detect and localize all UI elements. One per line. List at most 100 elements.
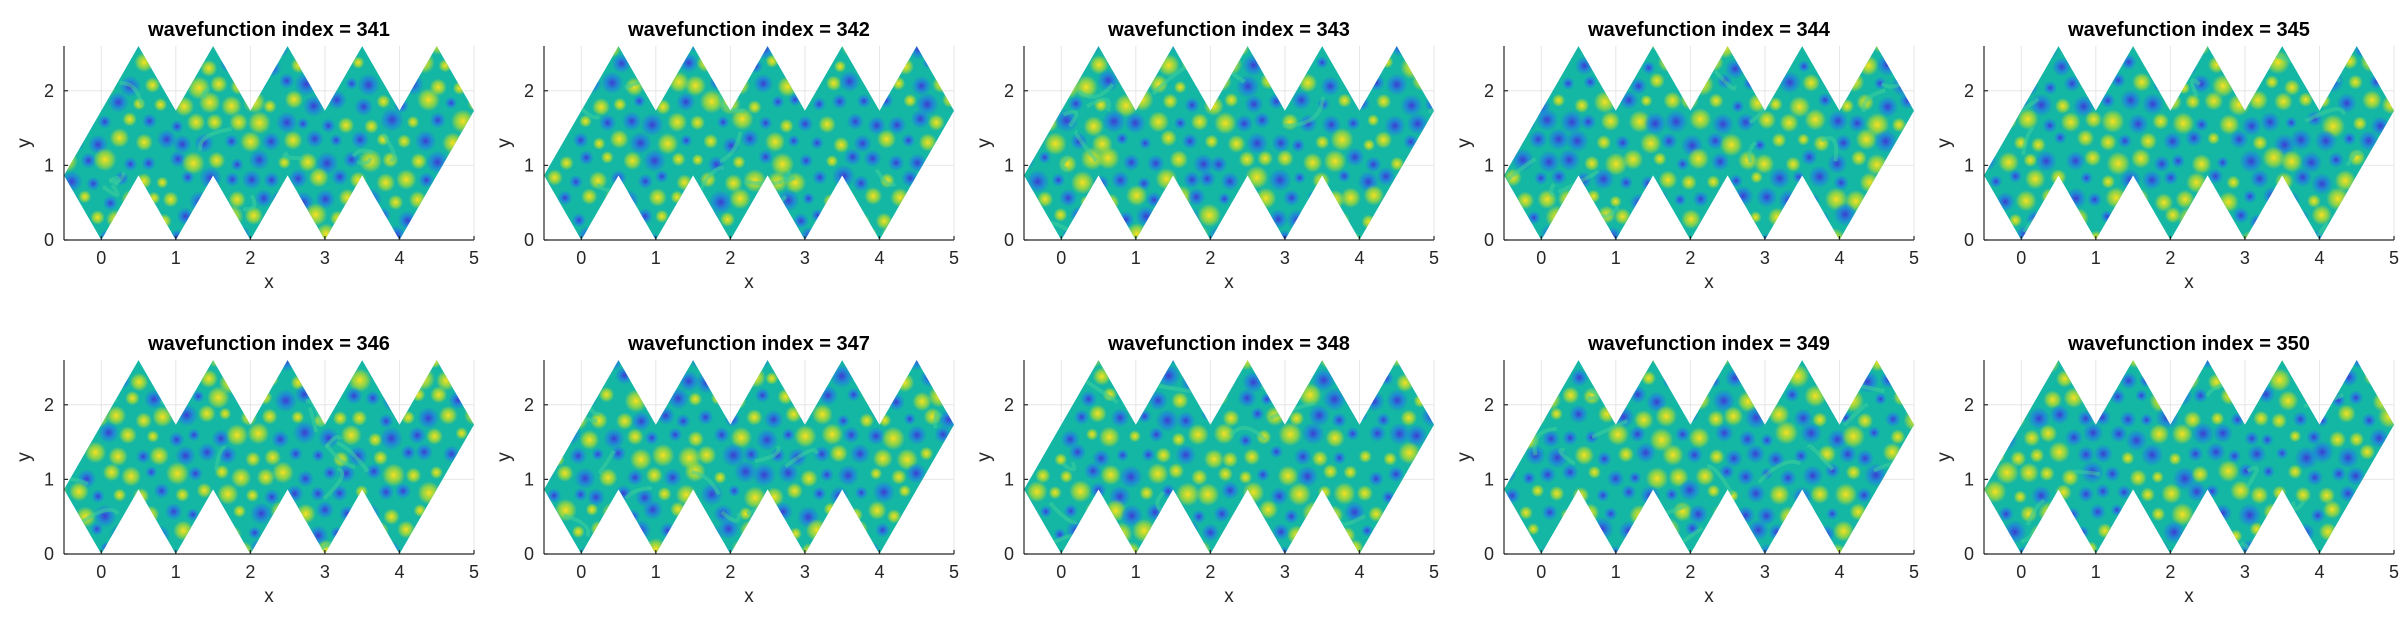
- lobe-positive: [1395, 373, 1415, 392]
- lobe-negative: [1024, 360, 1034, 367]
- lobe-negative: [1268, 209, 1289, 230]
- lobe-positive: [908, 544, 932, 554]
- lobe-positive: [689, 115, 706, 131]
- lobe-negative: [1176, 411, 1196, 431]
- lobe-negative: [2244, 431, 2260, 446]
- lobe-positive: [1963, 564, 1976, 577]
- lobe-positive: [896, 57, 915, 75]
- lobe-negative: [2061, 46, 2076, 55]
- lobe-positive: [1712, 193, 1732, 213]
- lobe-negative: [748, 58, 763, 74]
- lobe-negative: [1629, 193, 1649, 213]
- lobe-positive: [601, 502, 624, 524]
- x-axis-label: x: [744, 272, 754, 293]
- lobe-positive: [1412, 148, 1430, 166]
- lobe-negative: [144, 389, 164, 410]
- lobe-negative: [2325, 226, 2349, 240]
- lobe-positive: [1128, 430, 1141, 443]
- lobe-negative: [1535, 46, 1553, 58]
- lobe-negative: [2310, 440, 2334, 464]
- lobe-positive: [2118, 251, 2130, 263]
- lobe-positive: [739, 520, 761, 541]
- lobe-negative: [642, 499, 663, 520]
- lobe-positive: [1834, 483, 1858, 506]
- lobe-negative: [428, 505, 449, 526]
- lobe-negative: [777, 189, 800, 212]
- lobe-positive: [2393, 360, 2394, 368]
- lobe-positive: [2013, 490, 2027, 504]
- lobe-positive: [730, 426, 752, 449]
- lobe-positive: [1649, 543, 1666, 554]
- lobe-negative: [2362, 413, 2377, 428]
- lobe-positive: [1325, 428, 1345, 448]
- lobe-positive: [78, 79, 97, 97]
- subplot-title: wavefunction index = 344: [1587, 19, 1831, 41]
- lobe-negative: [546, 488, 562, 503]
- subplot-title: wavefunction index = 342: [627, 19, 870, 41]
- lobe-negative: [439, 172, 454, 188]
- x-tick-label: 0: [96, 248, 106, 268]
- lobe-positive: [2024, 168, 2046, 190]
- lobe-positive: [842, 192, 857, 207]
- lobe-negative: [2185, 129, 2203, 147]
- x-tick-label: 5: [469, 562, 479, 582]
- lobe-positive: [2055, 370, 2074, 388]
- lobe-positive: [1504, 173, 1505, 191]
- lobe-positive: [2071, 562, 2087, 578]
- lobe-negative: [1368, 424, 1387, 443]
- lobe-negative: [2265, 541, 2283, 554]
- lobe-negative: [2031, 245, 2052, 266]
- lobe-negative: [1124, 112, 1146, 134]
- lobe-negative: [1024, 210, 1025, 230]
- lobe-negative: [415, 520, 436, 541]
- lobe-positive: [2178, 368, 2201, 390]
- lobe-positive: [1706, 175, 1721, 189]
- lobe-negative: [2110, 504, 2123, 517]
- lobe-positive: [2019, 360, 2039, 369]
- lobe-negative: [1141, 448, 1156, 462]
- x-tick-label: 1: [2091, 562, 2101, 582]
- x-tick-label: 4: [1354, 248, 1364, 268]
- lobe-negative: [311, 449, 325, 462]
- lobe-positive: [1367, 114, 1380, 127]
- lobe-negative: [1984, 467, 1988, 479]
- lobe-negative: [1879, 371, 1898, 389]
- lobe-negative: [1984, 110, 1991, 130]
- lobe-positive: [1527, 523, 1540, 536]
- lobe-positive: [277, 229, 294, 240]
- lobe-negative: [777, 462, 799, 484]
- lobe-positive: [1572, 486, 1590, 504]
- lobe-positive: [1960, 56, 1979, 75]
- lobe-positive: [1191, 469, 1208, 486]
- lobe-negative: [1829, 46, 1843, 55]
- lobe-positive: [1912, 229, 1914, 240]
- lobe-negative: [156, 129, 177, 150]
- lobe-positive: [90, 210, 105, 225]
- lobe-negative: [1768, 523, 1786, 541]
- x-tick-label: 0: [2016, 248, 2026, 268]
- lobe-positive: [413, 52, 435, 74]
- lobe-positive: [623, 151, 642, 171]
- lobe-positive: [1552, 93, 1566, 107]
- lobe-negative: [2247, 444, 2267, 464]
- lobe-positive: [891, 469, 907, 485]
- lobe-negative: [633, 246, 647, 260]
- lobe-positive: [209, 75, 228, 94]
- lobe-negative: [1560, 110, 1584, 134]
- lobe-positive: [1600, 111, 1621, 131]
- lobe-negative: [1509, 133, 1525, 148]
- lobe-positive: [2262, 146, 2286, 170]
- lobe-positive: [1645, 467, 1669, 490]
- lobe-positive: [1812, 370, 1828, 386]
- y-axis-label: y: [974, 452, 995, 462]
- nodal-ridge: [1521, 50, 1566, 78]
- lobe-negative: [849, 540, 863, 554]
- lobe-positive: [2188, 564, 2206, 582]
- lobe-positive: [2043, 390, 2063, 410]
- lobe-positive: [2367, 360, 2385, 370]
- lobe-negative: [1881, 173, 1895, 188]
- lobe-positive: [918, 133, 937, 152]
- lobe-negative: [136, 212, 150, 225]
- lobe-positive: [144, 77, 161, 93]
